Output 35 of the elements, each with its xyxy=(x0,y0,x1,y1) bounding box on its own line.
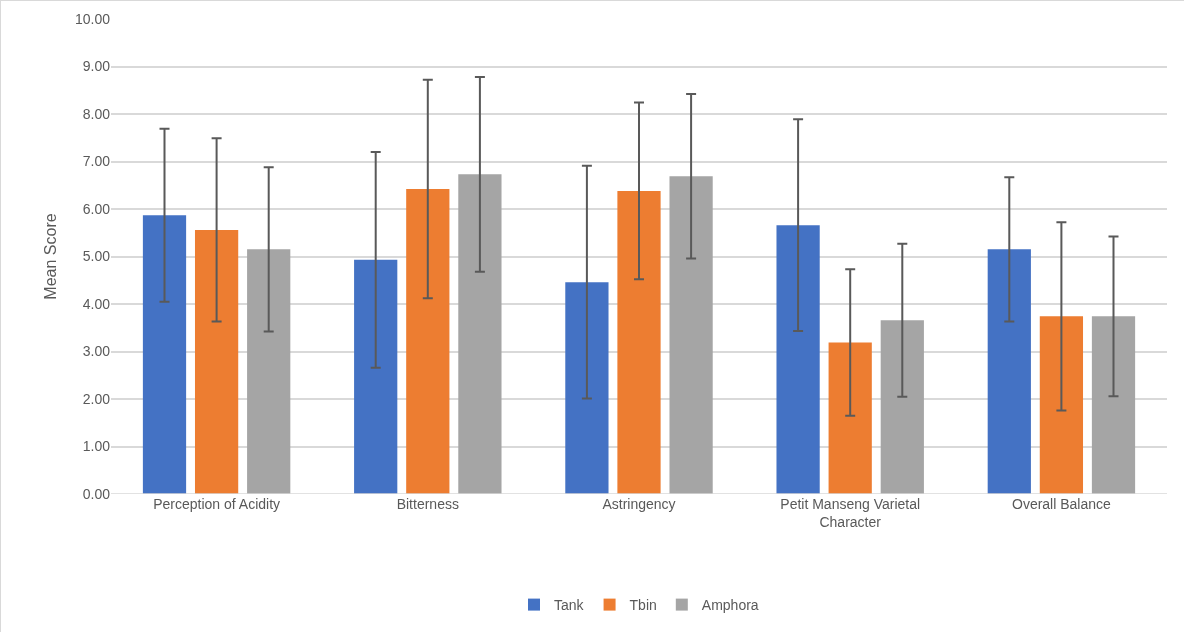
y-tick-label: 1.00 xyxy=(82,438,111,455)
bar xyxy=(617,190,661,494)
x-tick-label: Perception of Acidity xyxy=(153,496,281,512)
x-tick-label: Astringency xyxy=(602,496,676,512)
y-tick-label: 10.00 xyxy=(74,10,111,27)
x-tick-label: Bitterness xyxy=(396,496,459,512)
bar xyxy=(669,176,713,494)
y-tick-label: 0.00 xyxy=(82,485,111,502)
bar xyxy=(1091,316,1136,494)
bar xyxy=(987,249,1031,494)
bar xyxy=(458,174,502,494)
y-tick-label: 3.00 xyxy=(82,343,111,360)
x-tick-label: Petit Manseng Varietal Character xyxy=(780,496,921,531)
y-tick-label: 4.00 xyxy=(82,295,111,312)
bar xyxy=(406,189,450,494)
bar xyxy=(142,215,187,494)
bar xyxy=(194,229,239,494)
y-tick-label: 5.00 xyxy=(82,248,111,265)
y-tick-label: 7.00 xyxy=(82,153,111,170)
y-tick-label: 8.00 xyxy=(82,105,111,122)
bar xyxy=(880,320,924,494)
bar xyxy=(828,342,872,494)
bar xyxy=(1039,316,1084,494)
legend-label: Amphora xyxy=(701,597,759,614)
y-axis-title: Mean Score xyxy=(41,213,59,300)
bar xyxy=(247,249,291,494)
bar xyxy=(776,225,820,494)
y-tick-label: 2.00 xyxy=(82,390,111,407)
bar xyxy=(565,282,609,494)
bar xyxy=(354,259,398,494)
y-tick-label: 6.00 xyxy=(82,200,111,217)
y-tick-label: 9.00 xyxy=(82,58,111,75)
x-tick-label: Overall Balance xyxy=(1011,496,1112,512)
legend-label: Tbin xyxy=(629,597,657,614)
legend-label: Tank xyxy=(554,597,585,614)
